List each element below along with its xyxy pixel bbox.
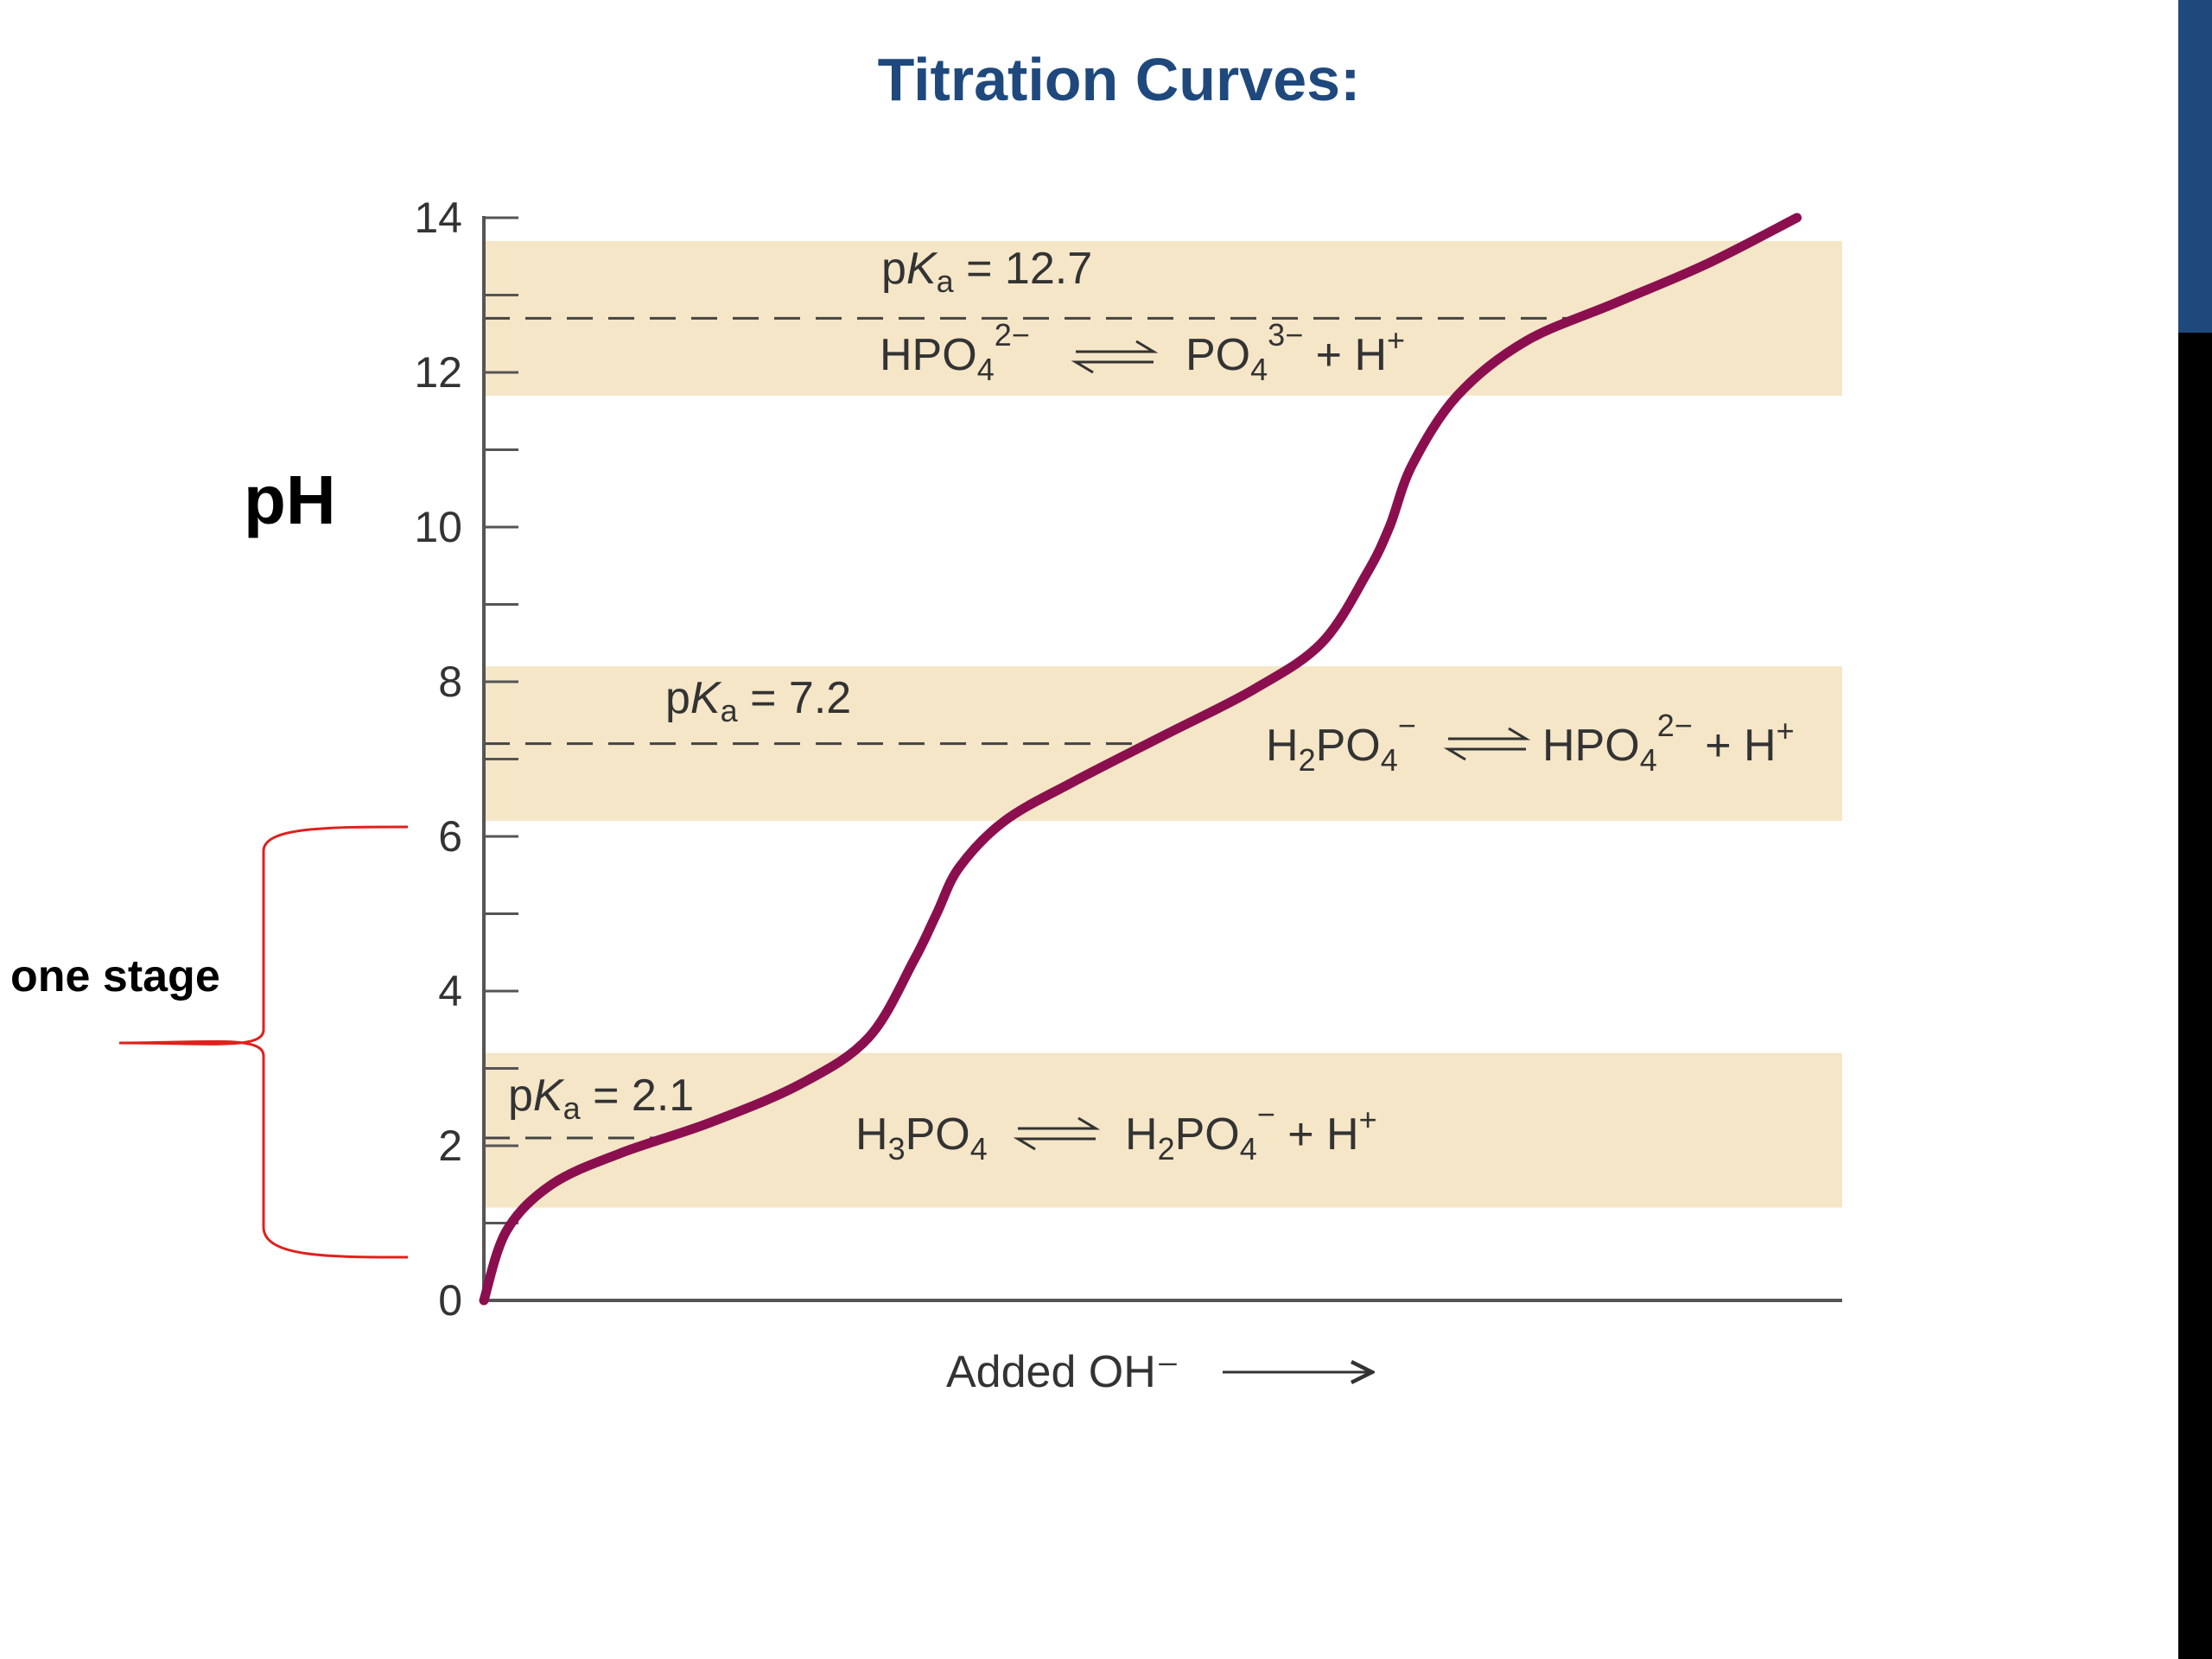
y-axis-label: pH — [244, 461, 336, 538]
svg-text:H3PO4: H3PO4 — [855, 1109, 988, 1166]
y-tick-label: 12 — [414, 348, 462, 397]
pka-label-1: pKa = 2.1 — [508, 1071, 694, 1126]
slide-title: Titration Curves: — [877, 46, 1361, 113]
y-axis-ticks — [484, 216, 518, 1302]
stage-annotation-label: one stage — [10, 951, 220, 1001]
y-tick-label: 2 — [438, 1122, 462, 1170]
y-tick-label: 14 — [414, 194, 462, 242]
pka-band-1 — [484, 1052, 1842, 1208]
x-axis-label: Added OH⁻ — [946, 1347, 1179, 1397]
y-tick-label: 6 — [438, 812, 462, 861]
pka-label-3: pKa = 12.7 — [881, 244, 1092, 299]
y-tick-label: 8 — [438, 658, 462, 706]
equilibrium-arrow-icon — [1013, 1116, 1101, 1151]
y-tick-label: 4 — [438, 967, 462, 1015]
equilibrium-arrow-icon — [1071, 340, 1159, 374]
y-axis-tick-labels: 0 2 4 6 8 10 12 14 — [414, 194, 462, 1325]
y-tick-label: 0 — [438, 1276, 462, 1325]
pka-label-2: pKa = 7.2 — [665, 673, 851, 728]
y-tick-label: 10 — [414, 503, 462, 551]
pka-dashed-lines — [484, 316, 1580, 1140]
equilibrium-arrow-icon — [1443, 727, 1531, 761]
titration-curve-line — [479, 213, 1802, 1306]
right-edge-dark-bar — [2178, 333, 2212, 1659]
stage-bracket-icon — [118, 825, 409, 1259]
right-edge-accent-bar — [2178, 0, 2212, 333]
